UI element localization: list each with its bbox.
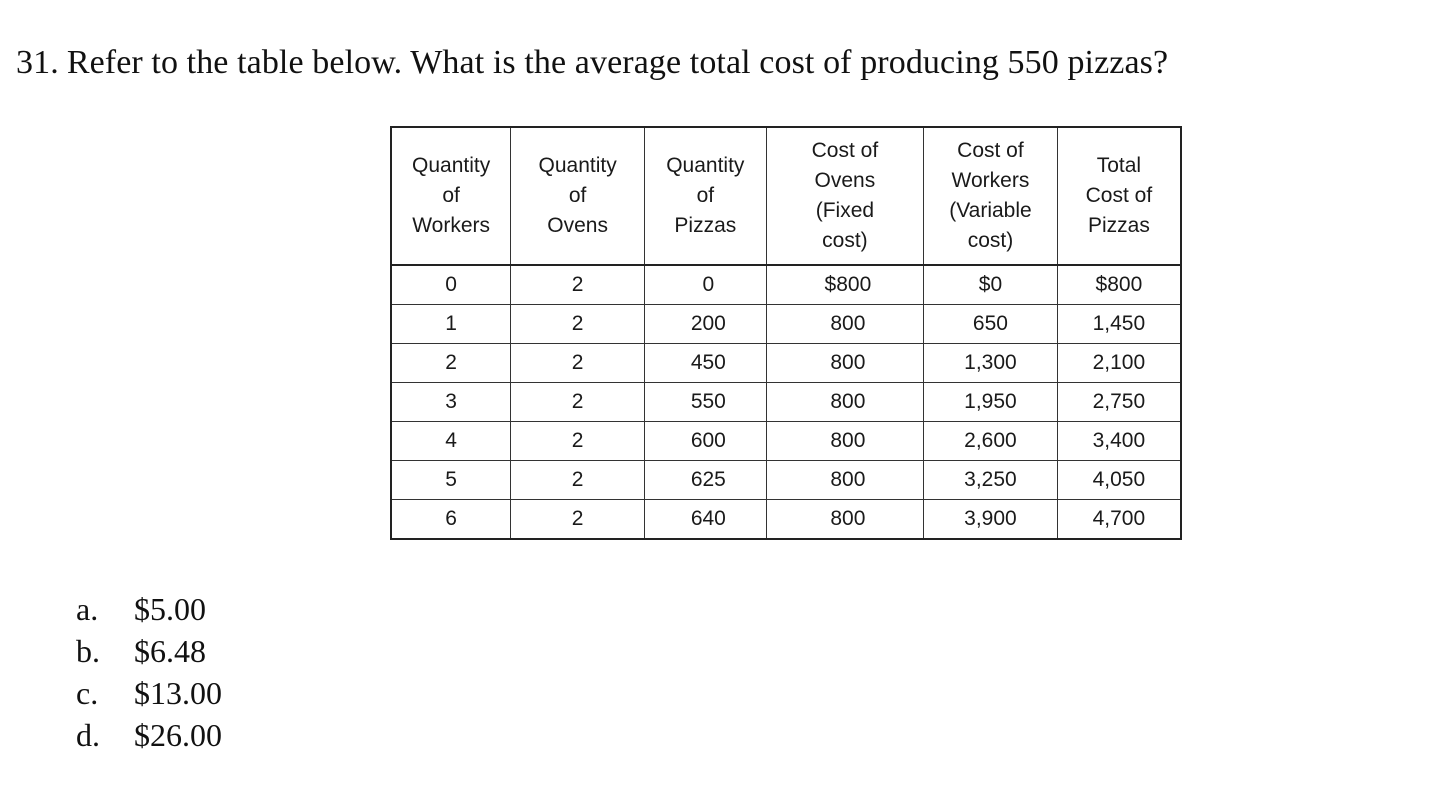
cell-worker-cost: 2,600 [923, 421, 1058, 461]
cell-oven-cost: 800 [765, 421, 925, 461]
question-text: Refer to the table below. What is the av… [66, 44, 1169, 81]
answer-letter: a. [76, 591, 99, 627]
cell-oven-cost: 800 [765, 499, 925, 540]
cell-ovens: 2 [510, 304, 645, 344]
cell-total-cost: $800 [1056, 264, 1182, 305]
cell-worker-cost: 650 [923, 304, 1058, 344]
header-cost-of-workers: Cost of Workers (Variable cost) [923, 126, 1058, 266]
header-total-cost-of-pizzas: Total Cost of Pizzas [1056, 126, 1182, 266]
cell-ovens: 2 [510, 343, 645, 383]
cell-worker-cost: $0 [923, 264, 1058, 305]
header-quantity-of-pizzas: Quantity of Pizzas [643, 126, 767, 266]
cell-total-cost: 2,100 [1056, 343, 1182, 383]
answer-choices: a. $5.00 b. $6.48 c. $13.00 d. $26.00 [76, 588, 222, 756]
cell-total-cost: 4,700 [1056, 499, 1182, 540]
table-row: 4 2 600 800 2,600 3,400 [390, 421, 1182, 461]
question: 31. Refer to the table below. What is the… [16, 44, 1168, 82]
cell-oven-cost: 800 [765, 304, 925, 344]
cell-ovens: 2 [510, 421, 645, 461]
cell-pizzas: 200 [643, 304, 767, 344]
cell-worker-cost: 1,950 [923, 382, 1058, 422]
answer-choice-c[interactable]: c. $13.00 [76, 672, 222, 714]
answer-text: $13.00 [134, 675, 222, 711]
table-row: 3 2 550 800 1,950 2,750 [390, 382, 1182, 422]
cell-pizzas: 0 [643, 264, 767, 305]
cell-oven-cost: 800 [765, 382, 925, 422]
cost-table: Quantity of Workers Quantity of Ovens Qu… [390, 126, 1182, 540]
cell-oven-cost: 800 [765, 343, 925, 383]
cell-total-cost: 4,050 [1056, 460, 1182, 500]
table-row: 1 2 200 800 650 1,450 [390, 304, 1182, 344]
cell-worker-cost: 3,900 [923, 499, 1058, 540]
cell-workers: 2 [390, 343, 512, 383]
table-row: 2 2 450 800 1,300 2,100 [390, 343, 1182, 383]
cell-pizzas: 640 [643, 499, 767, 540]
cell-workers: 5 [390, 460, 512, 500]
answer-letter: d. [76, 717, 100, 753]
header-cost-of-ovens: Cost of Ovens (Fixed cost) [765, 126, 925, 266]
answer-text: $26.00 [134, 717, 222, 753]
answer-letter: c. [76, 675, 99, 711]
cell-pizzas: 600 [643, 421, 767, 461]
cell-ovens: 2 [510, 499, 645, 540]
cell-workers: 6 [390, 499, 512, 540]
answer-choice-a[interactable]: a. $5.00 [76, 588, 222, 630]
cell-pizzas: 550 [643, 382, 767, 422]
question-number: 31. [16, 44, 59, 81]
cell-oven-cost: $800 [765, 264, 925, 305]
cell-oven-cost: 800 [765, 460, 925, 500]
cell-worker-cost: 1,300 [923, 343, 1058, 383]
cell-worker-cost: 3,250 [923, 460, 1058, 500]
answer-text: $6.48 [134, 633, 206, 669]
table-row: 6 2 640 800 3,900 4,700 [390, 499, 1182, 540]
cell-ovens: 2 [510, 264, 645, 305]
cell-total-cost: 1,450 [1056, 304, 1182, 344]
cell-workers: 0 [390, 264, 512, 305]
cell-pizzas: 450 [643, 343, 767, 383]
header-quantity-of-ovens: Quantity of Ovens [510, 126, 645, 266]
cell-ovens: 2 [510, 460, 645, 500]
cell-pizzas: 625 [643, 460, 767, 500]
table-body: 0 2 0 $800 $0 $800 1 2 200 800 650 1,450… [390, 264, 1182, 540]
header-quantity-of-workers: Quantity of Workers [390, 126, 512, 266]
cell-workers: 4 [390, 421, 512, 461]
cell-ovens: 2 [510, 382, 645, 422]
cell-total-cost: 2,750 [1056, 382, 1182, 422]
answer-text: $5.00 [134, 591, 206, 627]
cell-workers: 1 [390, 304, 512, 344]
table-row: 0 2 0 $800 $0 $800 [390, 264, 1182, 305]
table-row: 5 2 625 800 3,250 4,050 [390, 460, 1182, 500]
cell-total-cost: 3,400 [1056, 421, 1182, 461]
answer-letter: b. [76, 633, 100, 669]
answer-choice-b[interactable]: b. $6.48 [76, 630, 222, 672]
table-header-row: Quantity of Workers Quantity of Ovens Qu… [390, 126, 1182, 266]
cell-workers: 3 [390, 382, 512, 422]
answer-choice-d[interactable]: d. $26.00 [76, 714, 222, 756]
